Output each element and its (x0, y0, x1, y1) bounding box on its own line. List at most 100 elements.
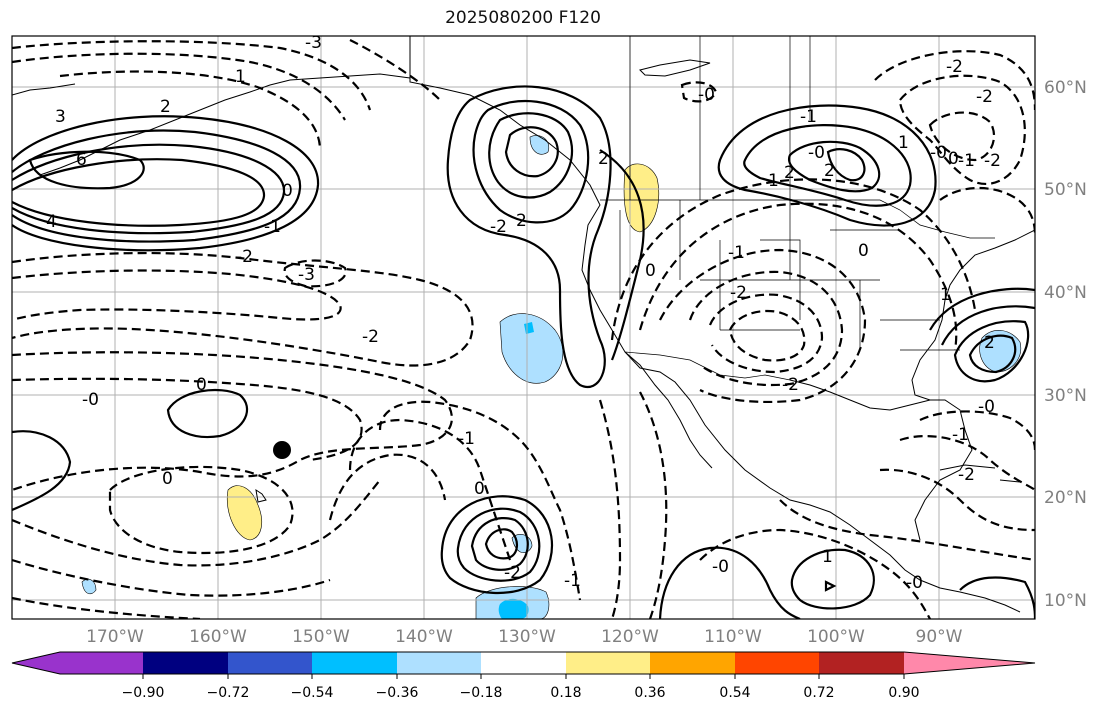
contour-dashed (688, 270, 844, 387)
contour-label: 0 (162, 469, 173, 489)
contour-dashed (283, 259, 347, 288)
contour-dashed (12, 558, 331, 597)
contour-solid (472, 99, 590, 224)
contour-dashed (928, 111, 996, 162)
colorbar-tick-label: 0.54 (719, 685, 750, 701)
contour-solid (743, 124, 912, 207)
contour-label: -0 (906, 573, 923, 593)
contour-labels: 3 2 1 -3 6 4 0 -1 -2 -3 -2 0 -0 -1 2 -2 … (46, 33, 1001, 593)
longitude-label: 100°W (807, 627, 865, 647)
contour-solid (12, 430, 72, 512)
us-states (619, 200, 960, 351)
contour-solid (446, 85, 612, 388)
contour-solid (484, 528, 518, 560)
contour-label: -1 (458, 429, 475, 449)
caribbean-islands (939, 464, 1021, 483)
contour-label: -2 (490, 217, 507, 237)
contour-label: 2 (824, 161, 835, 181)
contour-dashed (12, 40, 372, 111)
contour-label: -0 (82, 390, 99, 410)
east-coast (911, 229, 1035, 401)
contour-label: 1 (822, 547, 833, 567)
contour-dashed (939, 186, 1035, 236)
contour-label: -0 (978, 397, 995, 417)
shade-patch-cyan (498, 598, 529, 619)
contour-label: 2 (784, 163, 795, 183)
contour-label: 1 (768, 171, 779, 191)
shaded-anomaly-layer (81, 135, 1022, 619)
hawaii-island (255, 488, 267, 503)
latitude-label: 60°N (1044, 78, 1087, 98)
contour-label: -0 (712, 557, 729, 577)
contour-solid (470, 516, 529, 571)
contour-dashed (898, 74, 1026, 185)
longitude-label: 150°W (292, 627, 350, 647)
contour-dashed (874, 50, 1035, 111)
contour-solid (12, 158, 266, 227)
shade-patch-light-blue (499, 313, 564, 384)
contour-solid (968, 334, 1017, 374)
colorbar-segment (566, 652, 650, 674)
colorbar-extend-high (904, 652, 1035, 674)
coastlines (12, 36, 1035, 613)
contour-solid (12, 129, 302, 243)
us-canada-border (600, 199, 995, 239)
contour-label: -2 (362, 327, 379, 347)
colorbar-segment (143, 652, 228, 674)
contour-dashed (12, 596, 201, 619)
contour-label: -2 (782, 375, 799, 395)
contour-dashed (639, 391, 668, 619)
contour-dashed (879, 468, 1035, 532)
colorbar-outline (11, 651, 1036, 675)
contour-label: 0 (948, 149, 959, 169)
contour-label: 0 (282, 181, 293, 201)
contour-label: 2 (598, 149, 609, 169)
colorbar-extend-low (12, 652, 143, 674)
contour-label: -0 (698, 85, 715, 105)
contour-label: 4 (46, 212, 57, 232)
latitude-label: 10°N (1044, 591, 1087, 611)
contour-solid (28, 150, 145, 190)
baja-california-coast (624, 351, 713, 469)
contour-dashed (779, 499, 1035, 562)
alaska-coast (39, 73, 411, 176)
north-america-west-coast (409, 36, 1021, 613)
longitude-label: 90°W (916, 627, 963, 647)
contour-solid (929, 287, 1035, 331)
contour-solid (959, 576, 1035, 619)
colorbar-segment (735, 652, 819, 674)
contour-label: -2 (984, 151, 1001, 171)
contour-label: -2 (730, 283, 747, 303)
contour-dashed (659, 248, 867, 404)
map-title: 2025080200 F120 (445, 8, 601, 28)
colorbar-tick-label: −0.18 (460, 685, 503, 701)
contour-solid (12, 115, 320, 252)
contour-dashed (12, 52, 346, 121)
canada-provinces (629, 36, 811, 200)
contour-dashed (348, 418, 512, 561)
latitude-label: 30°N (1044, 386, 1087, 406)
contour-lines (12, 39, 1035, 619)
contour-label: -0 (930, 143, 947, 163)
contour-dashed (59, 70, 322, 151)
contour-label: -2 (504, 563, 521, 583)
contour-label: -1 (958, 151, 975, 171)
contour-label: 0 (858, 241, 869, 261)
contour-label: -0 (808, 143, 825, 163)
shade-patch-yellow (623, 163, 660, 233)
contour-label: -1 (264, 217, 281, 237)
colorbar-tick-label: 0.90 (888, 685, 919, 701)
colorbar-tick-label: −0.90 (122, 685, 165, 701)
latitude-label: 20°N (1044, 488, 1087, 508)
colorbar-tick-label: −0.36 (376, 685, 419, 701)
colorbar-tick-label: 0.18 (550, 685, 581, 701)
longitude-label: 170°W (86, 627, 144, 647)
colorbar-segment (312, 652, 397, 674)
contour-label: 0 (474, 479, 485, 499)
map-frame (11, 35, 1036, 620)
contour-label: -3 (305, 33, 322, 53)
contour-solid (12, 143, 286, 235)
contour-label: -3 (298, 265, 315, 285)
contour-label: 2 (984, 333, 995, 353)
